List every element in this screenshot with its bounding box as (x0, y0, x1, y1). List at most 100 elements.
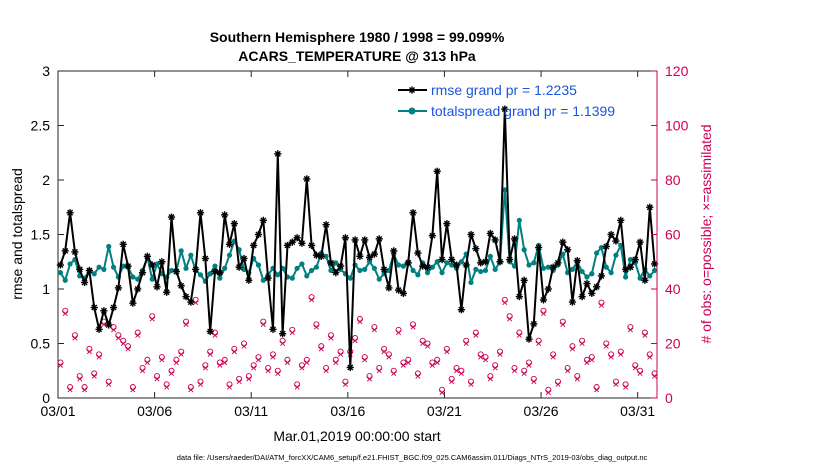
obs-assimilated-point (357, 319, 363, 325)
totalspread-point (226, 252, 233, 258)
rmse-point-core (633, 257, 637, 262)
rmse-point-core (541, 298, 546, 302)
obs-assimilated-point (492, 365, 498, 371)
rmse-point-core (169, 215, 174, 219)
rmse-point (515, 293, 523, 301)
rmse-point (361, 236, 369, 244)
obs-assimilated-stroke (255, 357, 261, 363)
totalspread-point (569, 266, 576, 272)
rmse-point (448, 255, 456, 264)
totalspread-point (328, 267, 334, 274)
plot-frame (57, 70, 658, 399)
rmse-point (230, 220, 238, 228)
obs-assimilated-point (497, 351, 503, 357)
obs-assimilated-point (574, 376, 580, 382)
rmse-point-core (430, 233, 434, 238)
rmse-point (322, 221, 330, 229)
obs-assimilated-point (362, 357, 368, 363)
obs-assimilated-stroke (323, 368, 329, 374)
obs-assimilated-stroke (405, 360, 411, 366)
totalspread-point (468, 279, 474, 286)
obs-assimilated-point (183, 321, 189, 327)
rmse-point-core (508, 257, 512, 262)
rmse-point-core (300, 241, 304, 245)
rmse-point (254, 230, 263, 239)
rmse-point-core (87, 268, 91, 273)
totalspread-point (415, 272, 421, 278)
totalspread-point (647, 273, 653, 279)
rmse-point (510, 235, 519, 243)
rmse-point-core (126, 264, 130, 268)
x-tick-label: 03/11 (234, 403, 268, 419)
obs-assimilated-stroke (627, 327, 633, 333)
obs-assimilated-point (154, 376, 160, 382)
rmse-point-core (479, 261, 483, 265)
rmse-point-core (247, 278, 251, 282)
rmse-point (433, 167, 441, 175)
rmse-point (530, 320, 538, 328)
obs-assimilated-stroke (304, 360, 310, 366)
obs-assimilated-point (270, 354, 276, 360)
rmse-point (95, 325, 103, 333)
obs-assimilated-point (120, 340, 126, 347)
totalspread-point (366, 259, 373, 265)
obs-assimilated-stroke (415, 373, 421, 379)
obs-assimilated-stroke (328, 335, 334, 341)
rmse-point-core (348, 365, 352, 370)
rmse-point (269, 325, 277, 333)
totalspread-point (545, 264, 551, 270)
rmse-point-core (474, 247, 478, 251)
rmse-point (612, 237, 620, 245)
chart-title-line2: ACARS_TEMPERATURE @ 313 hPa (238, 48, 476, 64)
rmse-point-core (319, 254, 323, 258)
totalspread-point (482, 267, 489, 274)
rmse-point-core (367, 255, 372, 259)
obs-assimilated-stroke (603, 343, 609, 349)
obs-assimilated-point (217, 362, 223, 368)
rmse-point-core (111, 305, 116, 310)
totalspread-point (424, 270, 431, 276)
obs-assimilated-point (608, 354, 614, 360)
rmse-point-core (382, 267, 386, 271)
obs-assimilated-stroke (309, 297, 315, 303)
rmse-point-core (310, 243, 314, 247)
rmse-point-core (145, 254, 149, 258)
rmse-point-core (493, 238, 497, 242)
obs-assimilated-point (598, 302, 604, 308)
rmse-point (85, 266, 93, 275)
obs-assimilated-stroke (482, 357, 489, 363)
obs-assimilated-stroke (458, 370, 464, 376)
obs-assimilated-stroke (613, 381, 619, 387)
obs-assimilated-point (62, 311, 68, 317)
obs-assimilated-point (376, 368, 382, 374)
rmse-point-core (261, 218, 265, 222)
rmse-point-core (585, 281, 589, 286)
obs-assimilated-point (521, 370, 527, 376)
obs-assimilated-stroke (106, 381, 112, 387)
rmse-point (80, 278, 89, 287)
rmse-point (56, 261, 65, 269)
x-tick-label: 03/26 (524, 403, 559, 419)
rmse-point-core (652, 262, 657, 266)
obs-assimilated-stroke (169, 370, 175, 376)
totalspread-point (207, 271, 213, 277)
obs-assimilated-stroke (101, 321, 107, 327)
rmse-point (332, 269, 340, 277)
obs-assimilated-stroke (540, 311, 546, 317)
obs-assimilated-point (144, 360, 150, 366)
obs-assimilated-stroke (400, 362, 406, 368)
rmse-point (187, 298, 195, 306)
obs-assimilated-point (468, 381, 474, 387)
totalspread-point (560, 251, 566, 257)
obs-assimilated-point (627, 327, 633, 333)
rmse-point-core (628, 265, 633, 269)
totalspread-point (492, 266, 498, 272)
y-right-tick-label: 60 (665, 227, 681, 243)
rmse-point (602, 242, 610, 251)
rmse-point (245, 276, 253, 284)
rmse-point-core (227, 242, 232, 246)
rmse-point-core (425, 265, 430, 269)
rmse-point-core (503, 107, 507, 111)
rmse-point (134, 285, 142, 293)
obs-assimilated-stroke (140, 368, 146, 374)
